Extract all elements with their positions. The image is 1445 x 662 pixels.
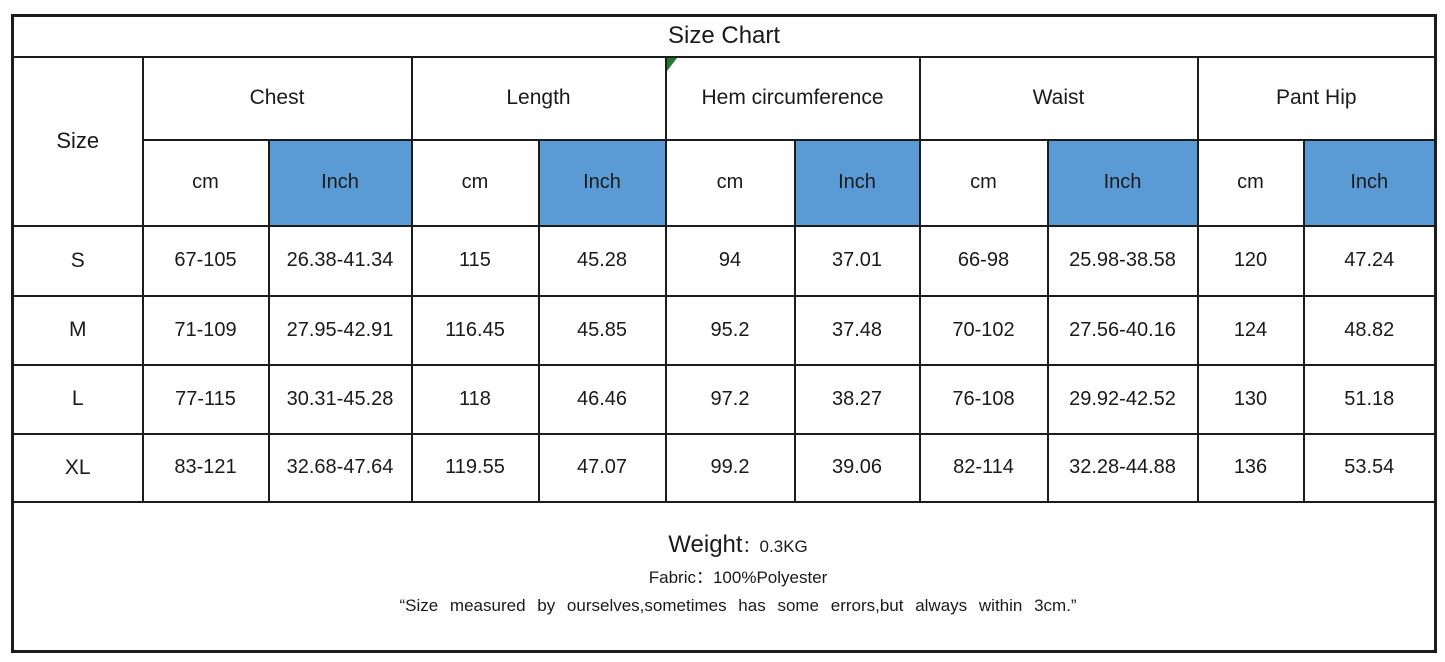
- value-cell: 136: [1196, 432, 1305, 503]
- col-header-size: Size: [11, 55, 144, 227]
- value-cell: 83-121: [141, 432, 270, 503]
- size-cell: S: [11, 224, 144, 297]
- value-cell: 70-102: [918, 294, 1049, 366]
- value-cell: 76-108: [918, 363, 1049, 435]
- value-cell: 95.2: [664, 294, 796, 366]
- table-title: Size Chart: [11, 14, 1437, 58]
- value-cell: 66-98: [918, 224, 1049, 297]
- value-cell: 26.38-41.34: [267, 224, 413, 297]
- table-row-s: S 67-105 26.38-41.34 115 45.28 94 37.01 …: [11, 224, 1437, 297]
- value-cell: 37.48: [793, 294, 921, 366]
- value-cell: 37.01: [793, 224, 921, 297]
- value-cell: 53.54: [1302, 432, 1437, 503]
- value-cell: 32.68-47.64: [267, 432, 413, 503]
- footer-notes-block: Weight：0.3KG Fabric：100%Polyester “Size …: [15, 530, 1434, 619]
- size-chart-table: Size Chart Size Chest Length Hem circumf…: [11, 14, 1438, 653]
- hem-cm-header: cm: [664, 138, 796, 227]
- chest-inch-header: Inch: [267, 138, 413, 227]
- pant-hip-inch-header: Inch: [1302, 138, 1437, 227]
- disclaimer-line: “Size measured by ourselves,sometimes ha…: [399, 595, 1077, 615]
- cell-flag-icon: [667, 58, 677, 71]
- weight-value: ：0.3KG: [742, 536, 808, 556]
- value-cell: 116.45: [410, 294, 540, 366]
- value-cell: 27.95-42.91: [267, 294, 413, 366]
- col-group-hem-label: Hem circumference: [701, 86, 884, 109]
- hem-inch-header: Inch: [793, 138, 921, 227]
- col-group-pant-hip: Pant Hip: [1196, 55, 1437, 141]
- value-cell: 38.27: [793, 363, 921, 435]
- col-group-hem-circumference: Hem circumference: [664, 55, 921, 141]
- value-cell: 82-114: [918, 432, 1049, 503]
- col-group-length: Length: [410, 55, 667, 141]
- value-cell: 25.98-38.58: [1046, 224, 1199, 297]
- size-cell: M: [11, 294, 144, 366]
- value-cell: 46.46: [537, 363, 667, 435]
- value-cell: 45.85: [537, 294, 667, 366]
- fabric-line: Fabric：100%Polyester: [648, 567, 828, 587]
- weight-line: Weight：0.3KG: [668, 530, 807, 562]
- table-row-xl: XL 83-121 32.68-47.64 119.55 47.07 99.2 …: [11, 432, 1437, 503]
- value-cell: 118: [410, 363, 540, 435]
- value-cell: 29.92-42.52: [1046, 363, 1199, 435]
- value-cell: 47.24: [1302, 224, 1437, 297]
- value-cell: 94: [664, 224, 796, 297]
- table-row-m: M 71-109 27.95-42.91 116.45 45.85 95.2 3…: [11, 294, 1437, 366]
- value-cell: 77-115: [141, 363, 270, 435]
- col-group-waist: Waist: [918, 55, 1199, 141]
- col-group-chest: Chest: [141, 55, 413, 141]
- value-cell: 97.2: [664, 363, 796, 435]
- value-cell: 27.56-40.16: [1046, 294, 1199, 366]
- weight-label: Weight: [668, 530, 743, 558]
- waist-inch-header: Inch: [1046, 138, 1199, 227]
- value-cell: 99.2: [664, 432, 796, 503]
- length-inch-header: Inch: [537, 138, 667, 227]
- length-cm-header: cm: [410, 138, 540, 227]
- size-cell: L: [11, 363, 144, 435]
- value-cell: 67-105: [141, 224, 270, 297]
- chest-cm-header: cm: [141, 138, 270, 227]
- table-row-l: L 77-115 30.31-45.28 118 46.46 97.2 38.2…: [11, 363, 1437, 435]
- size-cell: XL: [11, 432, 144, 503]
- value-cell: 51.18: [1302, 363, 1437, 435]
- value-cell: 119.55: [410, 432, 540, 503]
- value-cell: 124: [1196, 294, 1305, 366]
- value-cell: 115: [410, 224, 540, 297]
- value-cell: 130: [1196, 363, 1305, 435]
- value-cell: 47.07: [537, 432, 667, 503]
- value-cell: 48.82: [1302, 294, 1437, 366]
- value-cell: 120: [1196, 224, 1305, 297]
- value-cell: 45.28: [537, 224, 667, 297]
- footer-notes: Weight：0.3KG Fabric：100%Polyester “Size …: [11, 500, 1437, 653]
- waist-cm-header: cm: [918, 138, 1049, 227]
- value-cell: 30.31-45.28: [267, 363, 413, 435]
- value-cell: 71-109: [141, 294, 270, 366]
- value-cell: 32.28-44.88: [1046, 432, 1199, 503]
- pant-hip-cm-header: cm: [1196, 138, 1305, 227]
- value-cell: 39.06: [793, 432, 921, 503]
